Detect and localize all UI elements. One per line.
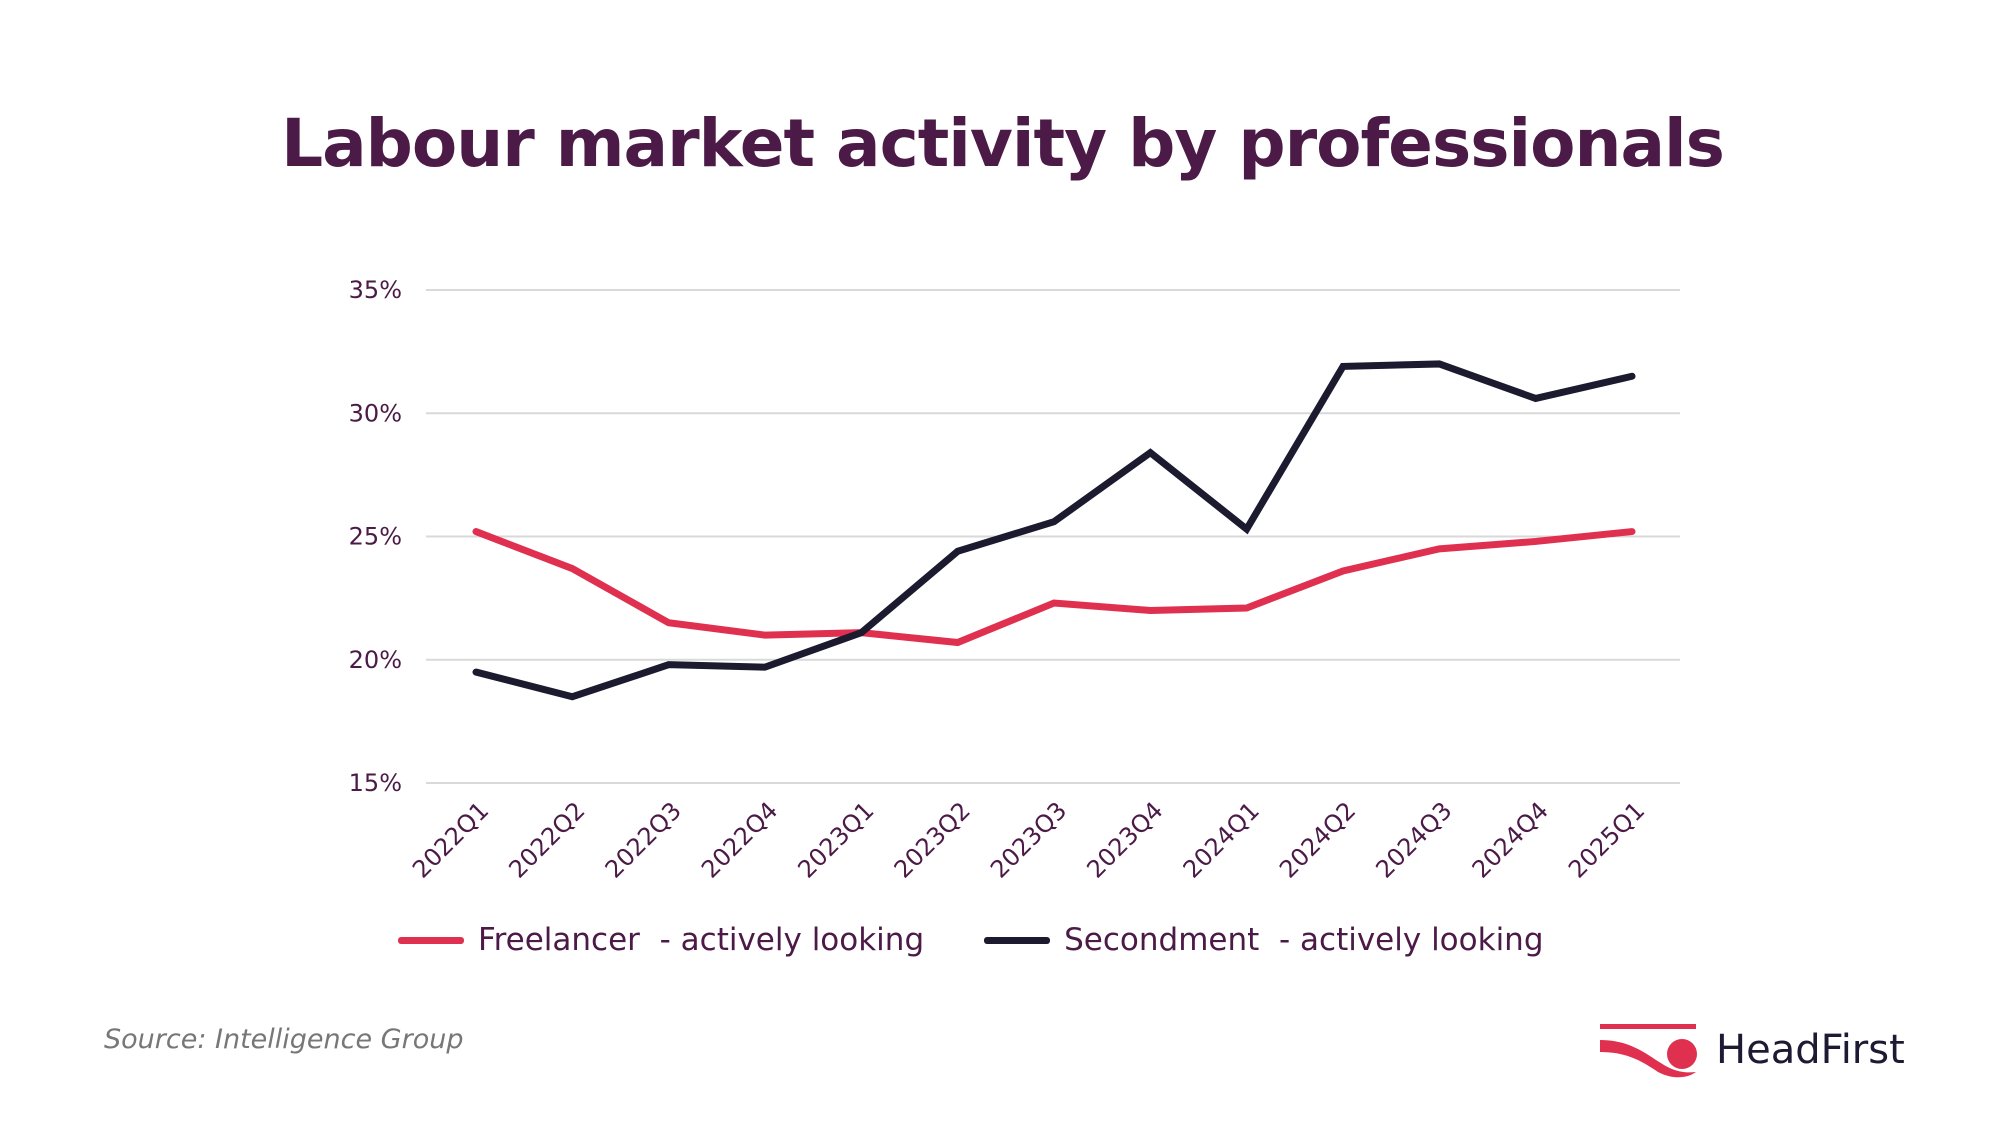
x-tick-label: 2025Q1	[1563, 796, 1650, 883]
x-tick-label: 2023Q3	[985, 796, 1072, 883]
chart-title: Labour market activity by professionals	[281, 105, 1725, 182]
x-tick-label: 2023Q2	[889, 796, 976, 883]
x-tick-label: 2022Q3	[600, 796, 687, 883]
legend-item-secondment: Secondment - actively looking	[984, 922, 1544, 958]
y-tick-label: 20%	[349, 646, 402, 674]
x-tick-label: 2022Q1	[407, 796, 494, 883]
x-tick-label: 2024Q3	[1370, 796, 1457, 883]
legend-label: Secondment - actively looking	[1064, 922, 1544, 958]
headfirst-logo: HeadFirst	[1598, 1022, 1905, 1078]
y-tick-label: 30%	[349, 399, 402, 427]
legend-swatch	[984, 936, 1051, 944]
legend-label: Freelancer - actively looking	[478, 922, 925, 958]
x-tick-label: 2024Q4	[1467, 796, 1554, 883]
x-tick-label: 2023Q4	[1081, 796, 1168, 883]
legend-swatch	[398, 936, 464, 944]
y-tick-label: 25%	[349, 523, 402, 551]
source-note: Source: Intelligence Group	[104, 1024, 464, 1055]
x-tick-label: 2022Q2	[503, 796, 590, 883]
series-line-0	[472, 528, 1636, 647]
legend-item-freelancer: Freelancer - actively looking	[398, 922, 924, 958]
x-tick-label: 2022Q4	[696, 796, 783, 883]
y-tick-label: 15%	[349, 769, 402, 797]
x-tick-label: 2024Q1	[1178, 796, 1265, 883]
x-tick-label: 2024Q2	[1274, 796, 1361, 883]
legend: Freelancer - actively looking Secondment…	[398, 922, 1544, 958]
headfirst-logo-icon	[1600, 1024, 1697, 1078]
y-tick-label: 35%	[349, 276, 402, 304]
x-tick-label: 2023Q1	[792, 796, 879, 883]
logo-text: HeadFirst	[1716, 1027, 1905, 1073]
